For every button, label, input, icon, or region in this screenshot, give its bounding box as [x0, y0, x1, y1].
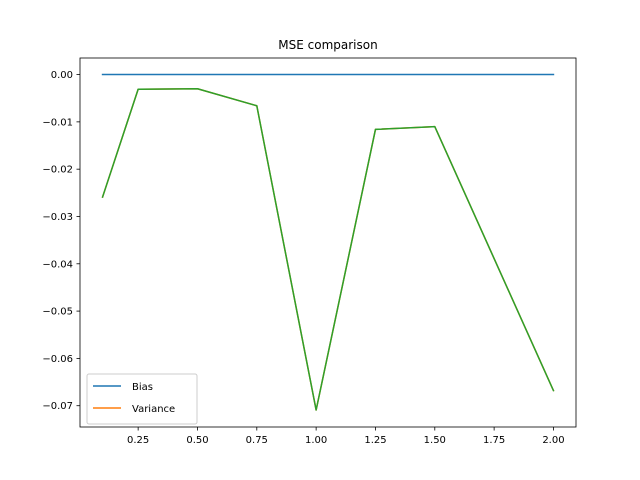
axes-frame: [79, 57, 577, 428]
legend: Bias Variance: [86, 373, 198, 425]
series-line-variance: [101, 88, 555, 411]
x-tick-label: 1.00: [305, 435, 327, 446]
x-tick-label: 1.50: [424, 435, 446, 446]
x-tick-label: 0.50: [186, 435, 208, 446]
series-line-series-3: [101, 88, 555, 411]
y-tick-label: −0.04: [42, 259, 73, 270]
legend-label-variance: Variance: [132, 404, 175, 415]
y-tick-label: −0.05: [42, 307, 73, 318]
y-tick-label: −0.02: [42, 165, 73, 176]
chart-title: MSE comparison: [278, 38, 377, 52]
y-tick-label: −0.01: [42, 117, 73, 128]
y-tick-label: −0.06: [42, 354, 73, 365]
y-tick-label: −0.07: [42, 401, 73, 412]
y-tick-label: 0.00: [51, 70, 73, 81]
x-tick-label: 1.75: [483, 435, 505, 446]
y-tick-label: −0.03: [42, 212, 73, 223]
x-tick-label: 1.25: [364, 435, 386, 446]
legend-label-bias: Bias: [132, 382, 153, 393]
plot-area: 0.25 0.50 0.75 1.00 1.25 1.50 1.75 2.00 0.00 −0.0…: [42, 57, 577, 446]
x-tick-label: 0.75: [246, 435, 268, 446]
x-tick-label: 0.25: [127, 435, 149, 446]
x-tick-label: 2.00: [542, 435, 564, 446]
